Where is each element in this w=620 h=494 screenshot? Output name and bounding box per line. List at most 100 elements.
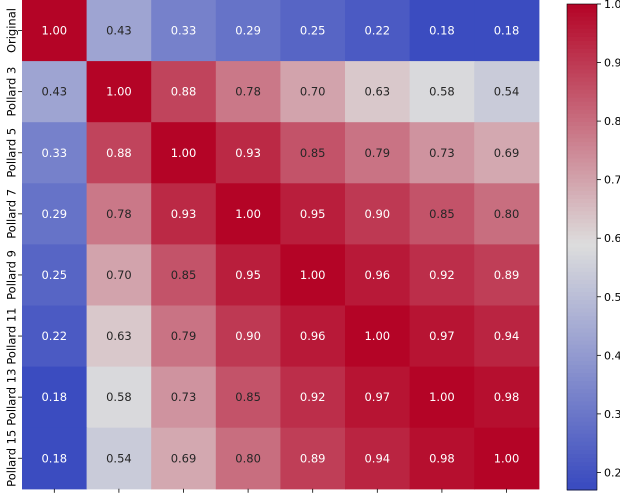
colorbar-segment [567, 20, 597, 25]
colorbar-segment [567, 16, 597, 21]
y-tick-label-6: Pollard 13 [5, 369, 19, 426]
colorbar-segment [567, 125, 597, 131]
colorbar-segment [567, 238, 597, 244]
colorbar-segment [567, 121, 597, 126]
y-tick-label-5: Pollard 11 [5, 307, 19, 364]
cell-value-label-r1-c2: 0.88 [171, 85, 197, 99]
colorbar-tick-label-1: 0.3 [604, 408, 620, 421]
colorbar-segment [567, 255, 597, 260]
cell-value-label-r5-c7: 0.94 [494, 329, 520, 343]
cell-value-label-r3-c1: 0.78 [106, 207, 132, 221]
colorbar-segment [567, 267, 597, 272]
colorbar-segment [567, 12, 597, 17]
colorbar-segment [567, 56, 597, 62]
heatmap-cell-r4-c4 [280, 244, 346, 307]
colorbar-segment [567, 36, 597, 41]
colorbar-segment [567, 348, 597, 353]
colorbar-segment [567, 182, 597, 187]
heatmap-cell-r3-c1 [86, 183, 152, 245]
colorbar-segment [567, 170, 597, 175]
heatmap-cell-r1-c5 [345, 61, 411, 123]
cell-value-label-r1-c6: 0.58 [429, 85, 455, 99]
colorbar-segment [567, 89, 597, 94]
cell-value-label-r4-c3: 0.95 [235, 268, 261, 282]
colorbar-segment [567, 465, 597, 471]
cell-value-label-r3-c0: 0.29 [41, 207, 67, 221]
colorbar-segment [567, 32, 597, 37]
colorbar-segment [567, 421, 597, 426]
cell-value-label-r1-c5: 0.63 [364, 85, 390, 99]
heatmap-cell-r1-c2 [151, 61, 217, 123]
colorbar-segment [567, 133, 597, 139]
y-tick-label-7: Pollard 15 [5, 430, 19, 487]
colorbar-segment [567, 457, 597, 463]
cell-value-label-r3-c6: 0.85 [429, 207, 455, 221]
colorbar-segment [567, 328, 597, 333]
cell-value-label-r0-c3: 0.29 [235, 24, 261, 38]
cell-value-label-r6-c6: 1.00 [429, 390, 455, 404]
colorbar-segment [567, 303, 597, 309]
heatmap-cell-r5-c1 [86, 305, 152, 368]
cell-value-label-r6-c1: 0.58 [106, 390, 132, 404]
heatmap-cell-r1-c1 [86, 61, 152, 123]
colorbar-segment [567, 109, 597, 114]
colorbar-segment [567, 372, 597, 378]
heatmap-cell-r6-c6 [409, 366, 475, 429]
cell-value-label-r1-c0: 0.43 [41, 85, 67, 99]
heatmap-cell-r6-c2 [151, 366, 217, 429]
heatmap-cell-r0-c4 [280, 0, 346, 62]
colorbar-segment [567, 149, 597, 155]
colorbar-segment [567, 161, 597, 167]
heatmap-cell-labels: 1.00 0.43 0.33 0.29 0.25 0.22 0.18 0.18 0.43 1.00… [41, 24, 519, 466]
heatmap-cell-r2-c0 [22, 122, 88, 184]
cell-value-label-r2-c6: 0.73 [429, 146, 455, 160]
colorbar-segment [567, 263, 597, 268]
cell-value-label-r3-c4: 0.95 [300, 207, 326, 221]
colorbar-tick-label-2: 0.4 [604, 349, 620, 362]
heatmap-cell-r1-c4 [280, 61, 346, 123]
colorbar-segment [567, 469, 597, 475]
colorbar-segment [567, 76, 597, 82]
cell-value-label-r3-c7: 0.80 [494, 207, 520, 221]
cell-value-label-r5-c2: 0.79 [171, 329, 197, 343]
cell-value-label-r7-c1: 0.54 [106, 451, 132, 465]
colorbar-segment [567, 210, 597, 216]
cell-value-label-r6-c5: 0.97 [364, 390, 390, 404]
colorbar-segment [567, 222, 597, 228]
heatmap-cell-r7-c7 [474, 427, 540, 490]
cell-value-label-r0-c2: 0.33 [171, 24, 197, 38]
colorbar-segment [567, 97, 597, 102]
heatmap-cell-r4-c7 [474, 244, 540, 307]
colorbar-segment [567, 315, 597, 321]
colorbar-segment [567, 40, 597, 45]
cell-value-label-r5-c6: 0.97 [429, 329, 455, 343]
colorbar-segment [567, 4, 597, 9]
colorbar-frame [566, 3, 598, 491]
heatmap-cell-r3-c6 [409, 183, 475, 245]
colorbar-segment [567, 129, 597, 135]
colorbar-segment [567, 226, 597, 232]
colorbar-segment [567, 295, 597, 301]
heatmap-cell-r2-c1 [86, 122, 152, 184]
colorbar-segment [567, 166, 597, 171]
colorbar-segment [567, 449, 597, 455]
colorbar-segment [567, 72, 597, 78]
heatmap-cell-r6-c5 [345, 366, 411, 429]
colorbar-segment [567, 194, 597, 199]
colorbar-segment [567, 409, 597, 414]
colorbar-segment [567, 473, 597, 479]
colorbar-segment [567, 279, 597, 284]
heatmap-cell-r2-c5 [345, 122, 411, 184]
heatmap-cell-r6-c3 [215, 366, 281, 429]
colorbar-segment [567, 186, 597, 191]
colorbar-segment [567, 481, 597, 487]
colorbar-segment [567, 380, 597, 386]
heatmap-cell-r2-c7 [474, 122, 540, 184]
cell-value-label-r7-c6: 0.98 [429, 451, 455, 465]
heatmap-cell-r6-c4 [280, 366, 346, 429]
colorbar-segment [567, 206, 597, 212]
colorbar-segment [567, 251, 597, 256]
colorbar-segment [567, 364, 597, 369]
cell-value-label-r2-c0: 0.33 [41, 146, 67, 160]
heatmap-cell-r7-c4 [280, 427, 346, 490]
